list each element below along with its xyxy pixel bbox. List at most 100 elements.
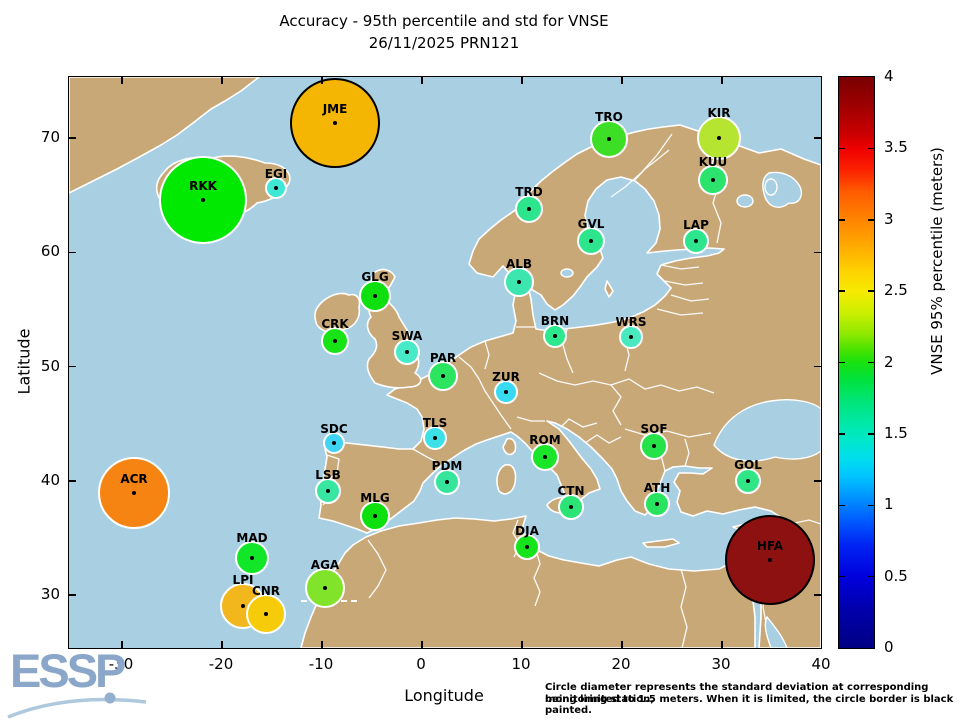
colorbar-tick-label-0.5: 0.5 <box>884 566 908 585</box>
station-dot-TRD <box>527 206 531 211</box>
tick-mark <box>814 365 821 368</box>
footnote-line2: being limited to 1.5 meters. When it is … <box>545 693 954 717</box>
footnote-line1: Circle diameter represents the standard … <box>545 682 929 705</box>
station-label-ZUR: ZUR <box>492 369 520 384</box>
tick-mark <box>821 641 822 648</box>
station-label-TLS: TLS <box>422 416 448 431</box>
station-dot-GLG <box>373 293 377 298</box>
station-circle-CNR <box>246 594 286 635</box>
station-label-SOF: SOF <box>640 422 668 437</box>
station-label-PDM: PDM <box>431 458 463 473</box>
station-circle-TLS <box>423 426 447 451</box>
station-label-ATH: ATH <box>643 480 671 495</box>
tick-mark <box>69 594 76 596</box>
x-tick-label-0: 0 <box>416 655 426 673</box>
station-dot-KUU <box>711 178 715 183</box>
greenland-land <box>69 77 260 194</box>
station-dot-SOF <box>652 444 656 449</box>
tick-mark <box>421 641 423 648</box>
station-label-CRK: CRK <box>321 317 349 332</box>
colorbar-tick-mark <box>868 361 874 364</box>
station-circle-BRN <box>543 323 567 348</box>
essp-logo: ESSP <box>6 643 156 719</box>
station-dot-ACR <box>132 491 136 496</box>
tick-mark <box>421 77 423 84</box>
station-dot-MLG <box>373 514 377 519</box>
station-circle-LAP <box>683 227 709 254</box>
corsica-land <box>502 437 517 456</box>
x-tick-label--10: -10 <box>308 655 334 673</box>
station-dot-EGI <box>274 186 278 191</box>
colorbar-tick-mark <box>839 219 845 221</box>
tick-mark <box>521 77 523 84</box>
sardinia-land <box>496 463 517 495</box>
station-dot-GOL <box>746 478 750 483</box>
station-label-ALB: ALB <box>505 256 533 271</box>
station-label-WRS: WRS <box>615 314 647 329</box>
colorbar-tick-mark <box>868 290 874 292</box>
x-tick-label-40: 40 <box>811 655 831 673</box>
station-circle-GVL <box>577 226 605 255</box>
y-tick-label-40: 40 <box>40 470 60 489</box>
tick-mark <box>814 594 821 596</box>
station-label-KIR: KIR <box>707 106 731 120</box>
station-dot-LPI <box>241 604 245 609</box>
station-dot-CRK <box>333 339 337 344</box>
colorbar-tick-mark <box>839 361 845 364</box>
tick-mark <box>121 641 123 648</box>
station-dot-PAR <box>441 373 445 378</box>
red-sea <box>764 615 788 648</box>
station-label-GVL: GVL <box>577 216 605 231</box>
y-axis-label: Latitude <box>14 328 34 395</box>
tick-mark <box>621 77 623 84</box>
station-dot-GVL <box>589 238 593 243</box>
north-africa-land <box>300 515 756 648</box>
colorbar-tick-label-1: 1 <box>884 495 894 514</box>
station-label-ACR: ACR <box>120 472 148 487</box>
colorbar-tick-mark <box>868 219 874 221</box>
tick-mark <box>814 251 821 253</box>
figure-subtitle: 26/11/2025 PRN121 <box>368 34 520 52</box>
colorbar-tick-label-3.5: 3.5 <box>884 138 908 157</box>
tick-mark <box>69 480 76 482</box>
station-label-KUU: KUU <box>698 155 728 170</box>
station-label-GOL: GOL <box>734 457 762 472</box>
station-dot-ATH <box>655 501 659 506</box>
station-label-TRO: TRO <box>595 110 623 125</box>
station-circle-PAR <box>428 360 458 391</box>
y-tick-label-70: 70 <box>40 128 60 146</box>
station-label-AGA: AGA <box>310 558 340 573</box>
station-dot-HFA <box>768 557 772 562</box>
essp-logo-swoosh <box>7 692 147 719</box>
colorbar-tick-mark <box>868 433 874 435</box>
station-dot-KIR <box>717 136 721 140</box>
colorbar-tick-label-3: 3 <box>884 209 894 228</box>
station-dot-RKK <box>201 197 205 202</box>
station-dot-SWA <box>405 349 409 354</box>
tick-mark <box>221 641 223 648</box>
colorbar-tick-label-2.5: 2.5 <box>884 281 908 300</box>
station-dot-ROM <box>543 454 547 459</box>
tick-mark <box>721 77 723 84</box>
station-circle-MAD <box>235 541 269 576</box>
eurasia-land <box>318 124 821 648</box>
tick-mark <box>69 137 76 139</box>
tick-mark <box>69 251 76 253</box>
tick-mark <box>121 77 123 84</box>
station-label-EGI: EGI <box>264 167 288 182</box>
station-label-BRN: BRN <box>540 313 570 328</box>
black-sea <box>713 399 821 462</box>
station-label-JME: JME <box>322 102 348 117</box>
colorbar-tick-mark <box>839 575 845 578</box>
y-tick-label-60: 60 <box>40 242 60 261</box>
station-circle-GLG <box>359 279 391 312</box>
x-tick-label-30: 30 <box>711 655 731 673</box>
figure-title: Accuracy - 95th percentile and std for V… <box>279 12 609 30</box>
x-tick-label--20: -20 <box>208 655 234 673</box>
tick-mark <box>721 641 723 648</box>
station-label-ROM: ROM <box>529 432 561 447</box>
station-dot-ZUR <box>504 389 508 394</box>
lake-onega <box>764 178 778 196</box>
colorbar-tick-mark <box>839 504 845 506</box>
y-tick-label-50: 50 <box>40 356 60 375</box>
